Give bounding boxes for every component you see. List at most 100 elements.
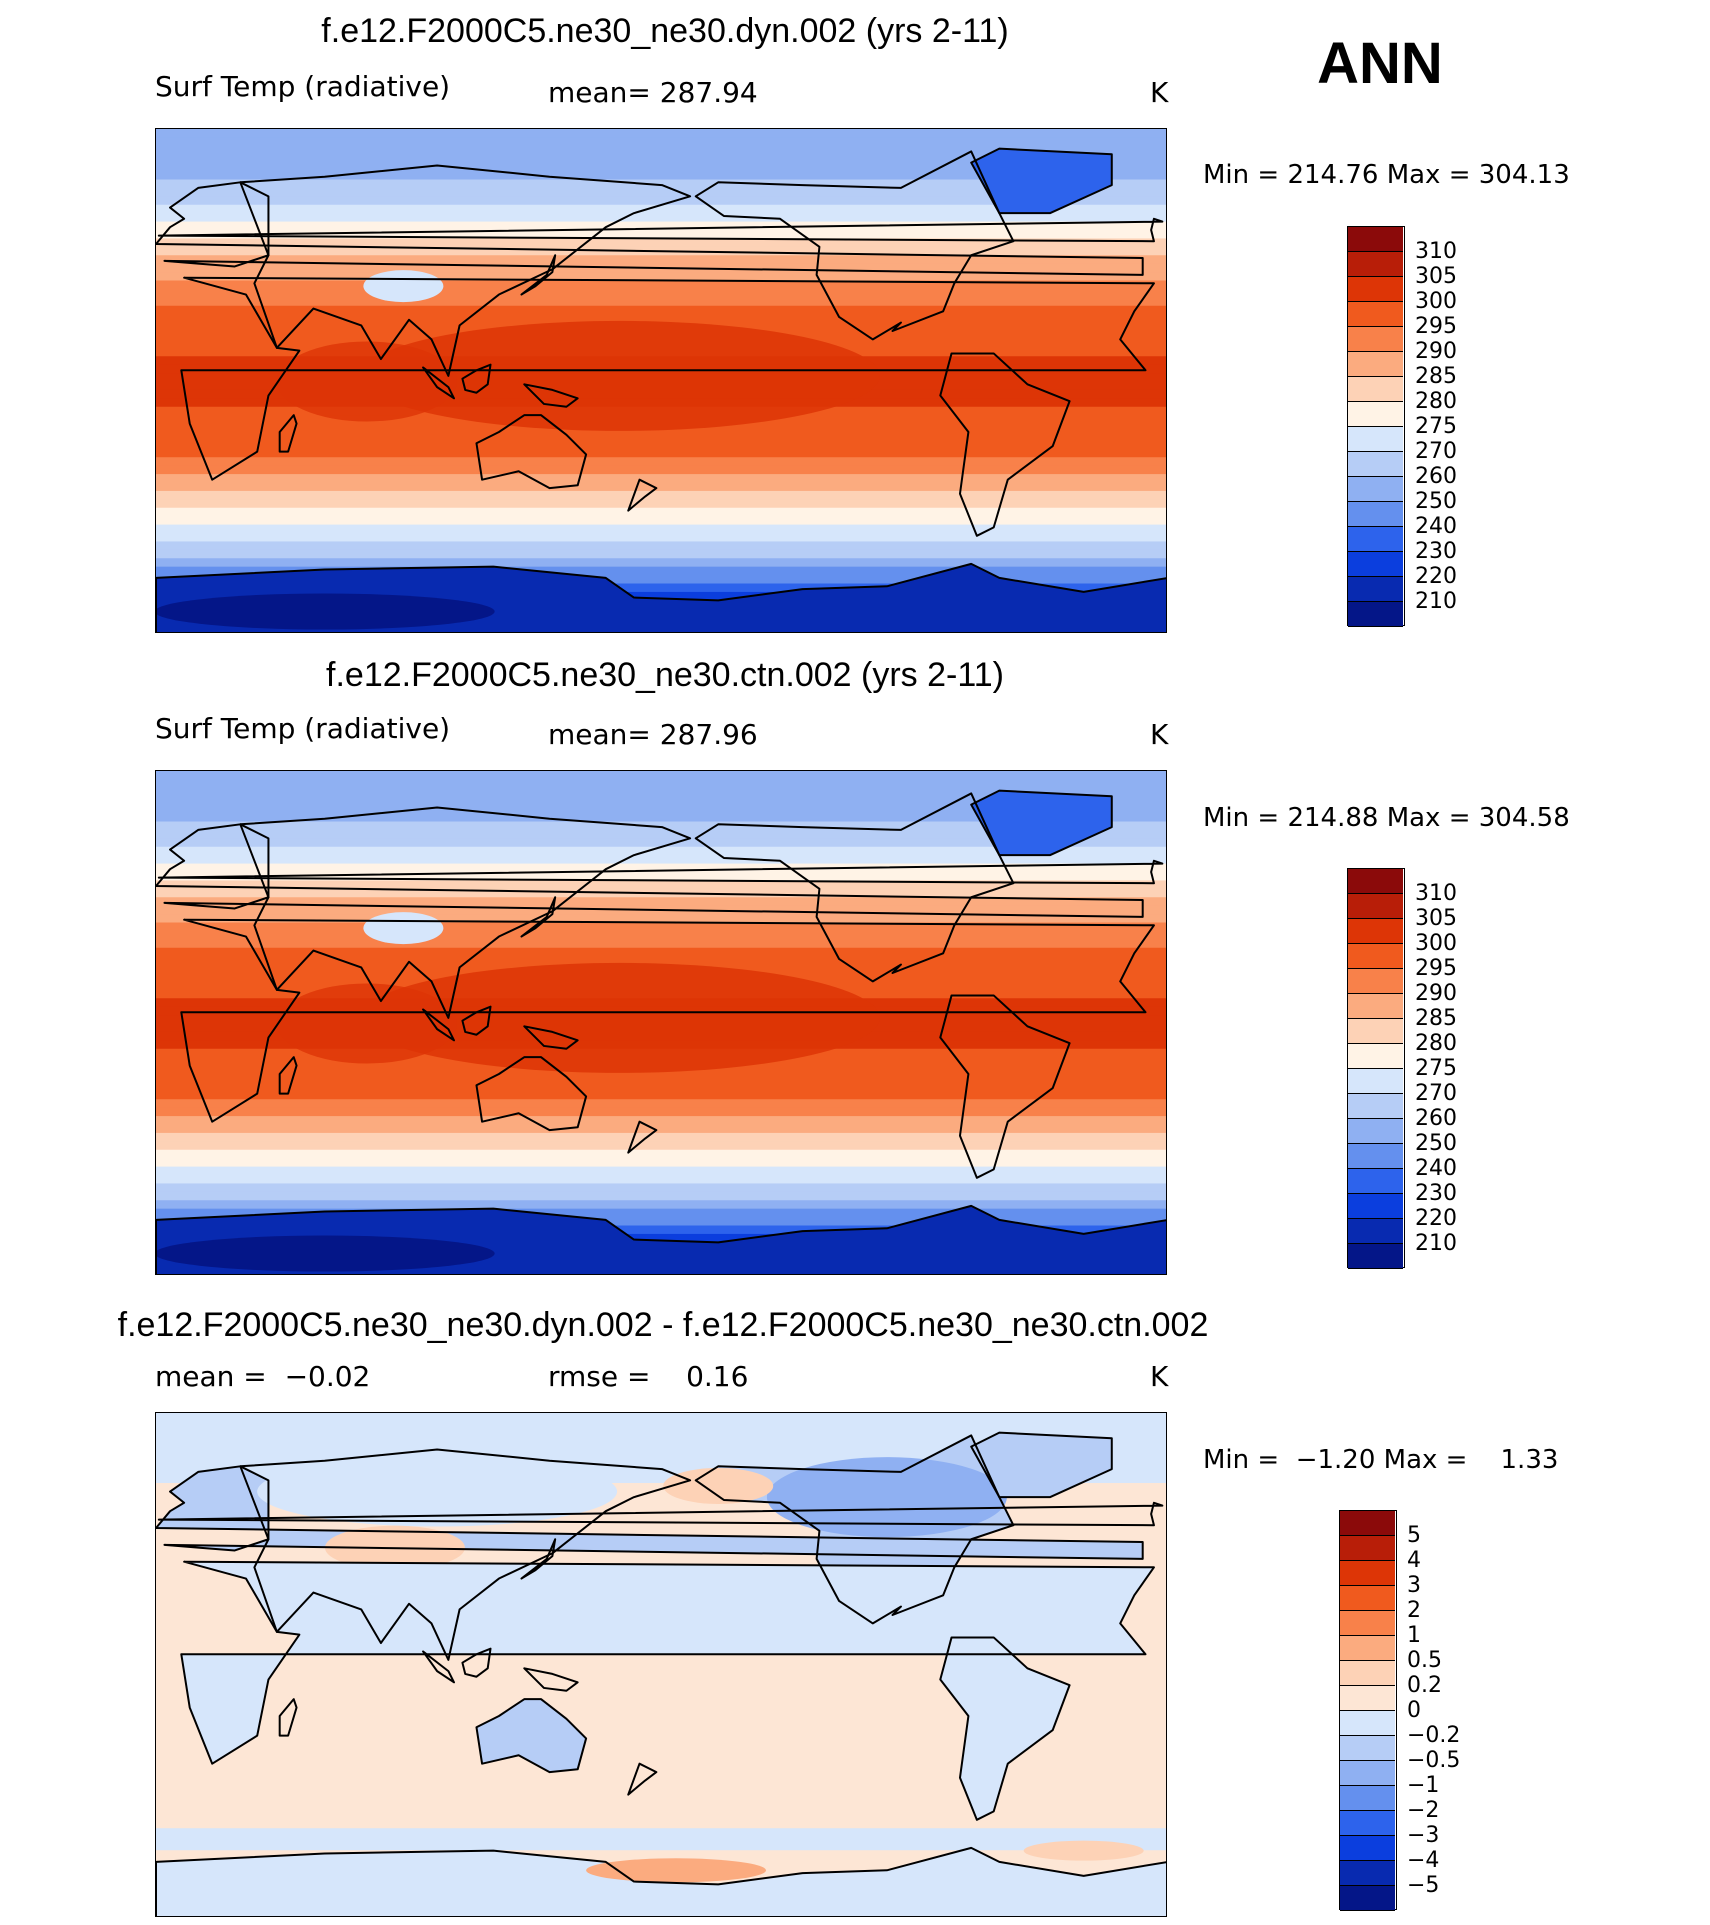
panel2-map xyxy=(155,770,1167,1275)
coastline-asia xyxy=(239,164,692,377)
colorbar-tick-label: 3 xyxy=(1407,1573,1421,1598)
temperature-band xyxy=(156,490,1166,500)
temperature-band xyxy=(156,1217,1166,1227)
colorbar-swatch xyxy=(1340,1561,1395,1586)
temperature-band xyxy=(156,771,1166,781)
indian-ocean-warm-region xyxy=(276,983,457,1064)
panel3-title: f.e12.F2000C5.ne30_ne30.dyn.002 - f.e12.… xyxy=(117,1306,1209,1344)
temperature-band xyxy=(156,288,1166,298)
colorbar-swatch xyxy=(1348,994,1403,1019)
temperature-band xyxy=(156,499,1166,509)
temperature-band xyxy=(156,280,1166,290)
temperature-band xyxy=(156,863,1166,873)
coastline-antarctica xyxy=(156,1204,1166,1274)
coastline-north_america xyxy=(694,150,1015,341)
coastline-uk xyxy=(157,217,1164,243)
colorbar-tick-label: 300 xyxy=(1415,289,1457,314)
colorbar-swatch xyxy=(1340,1786,1395,1811)
coastline-newguinea xyxy=(523,1667,579,1692)
colorbar-swatch xyxy=(1340,1736,1395,1761)
temperature-band xyxy=(156,474,1166,484)
panel1-title: f.e12.F2000C5.ne30_ne30.dyn.002 (yrs 2-1… xyxy=(321,12,1009,50)
colorbar-swatch xyxy=(1348,577,1403,602)
south-america-cool xyxy=(940,1637,1070,1820)
colorbar-swatch xyxy=(1348,477,1403,502)
colorbar-swatch xyxy=(1348,1119,1403,1144)
temperature-band xyxy=(156,238,1166,248)
temperature-band xyxy=(156,533,1166,543)
temperature-band xyxy=(156,432,1166,442)
temperature-band xyxy=(156,162,1166,172)
colorbar-tick-label: −5 xyxy=(1407,1873,1440,1898)
coastline-europe xyxy=(156,823,1144,918)
colorbar-tick-label: −4 xyxy=(1407,1848,1440,1873)
alaska-warm xyxy=(663,1467,774,1504)
temperature-band xyxy=(156,1124,1166,1134)
coastline-antarctica xyxy=(156,1846,1166,1916)
temperature-band xyxy=(156,1082,1166,1092)
coastline-madagascar xyxy=(278,414,298,453)
colorbar-tick-label: 260 xyxy=(1415,464,1457,489)
east-antarctic-plateau xyxy=(156,1235,495,1272)
greenland-cold-region xyxy=(971,148,1112,214)
colorbar-tick-label: 270 xyxy=(1415,1081,1457,1106)
colorbar-tick-label: 250 xyxy=(1415,1131,1457,1156)
coastline-madagascar xyxy=(278,1698,298,1737)
temperature-band xyxy=(156,872,1166,882)
africa-cool xyxy=(181,1561,1154,1764)
coastline-south_america xyxy=(939,994,1071,1179)
coastline-sumatra xyxy=(422,1008,455,1042)
panel2-minmax: Min = 214.88 Max = 304.58 xyxy=(1203,803,1570,833)
temperature-band xyxy=(156,1074,1166,1084)
coastline-japan xyxy=(520,1538,557,1580)
temperature-band xyxy=(156,1107,1166,1117)
colorbar-swatch xyxy=(1348,1194,1403,1219)
colorbar-swatch xyxy=(1348,552,1403,577)
temperature-band xyxy=(156,314,1166,324)
temperature-band xyxy=(156,947,1166,957)
temperature-band xyxy=(156,1132,1166,1142)
temperature-band xyxy=(156,187,1166,197)
colorbar-swatch xyxy=(1348,1219,1403,1244)
temperature-band xyxy=(156,558,1166,568)
colorbar-tick-label: 290 xyxy=(1415,339,1457,364)
colorbar-swatch xyxy=(1348,427,1403,452)
panel3-rmse: rmse = 0.16 xyxy=(548,1360,749,1393)
panel1-map xyxy=(155,128,1167,633)
colorbar-swatch xyxy=(1348,1094,1403,1119)
colorbar-tick-label: 310 xyxy=(1415,881,1457,906)
panel1-minmax: Min = 214.76 Max = 304.13 xyxy=(1203,160,1570,190)
warm-pool-region xyxy=(359,962,880,1073)
temperature-band xyxy=(156,549,1166,559)
temperature-band xyxy=(156,204,1166,214)
colorbar-swatch xyxy=(1340,1711,1395,1736)
colorbar-tick-label: 2 xyxy=(1407,1598,1421,1623)
colorbar-tick-label: 220 xyxy=(1415,564,1457,589)
panel3-minmax: Min = −1.20 Max = 1.33 xyxy=(1203,1445,1559,1475)
temperature-band xyxy=(156,305,1166,315)
temperature-band xyxy=(156,922,1166,932)
coastline-sumatra xyxy=(422,366,455,400)
temperature-band xyxy=(156,1158,1166,1168)
weddell-warm xyxy=(1023,1840,1144,1861)
colorbar-tick-label: 295 xyxy=(1415,956,1457,981)
coastline-borneo xyxy=(461,1647,492,1678)
colorbar-tick-label: −2 xyxy=(1407,1798,1440,1823)
temperature-band xyxy=(156,171,1166,181)
coastline-south_america xyxy=(939,352,1071,537)
temperature-band xyxy=(156,230,1166,240)
temperature-band xyxy=(156,524,1166,534)
coastline-australia xyxy=(475,414,588,490)
colorbar-swatch xyxy=(1348,602,1403,627)
temperature-band xyxy=(156,129,1166,139)
colorbar-tick-label: 5 xyxy=(1407,1523,1421,1548)
colorbar-tick-label: 275 xyxy=(1415,414,1457,439)
temperature-band xyxy=(156,575,1166,585)
colorbar-swatch xyxy=(1348,1169,1403,1194)
panel2-colorbar-box xyxy=(1347,868,1405,1269)
colorbar-tick-label: 1 xyxy=(1407,1623,1421,1648)
greenland-cool xyxy=(971,1432,1112,1498)
warm-pool-region xyxy=(359,320,880,431)
coastline-greenland xyxy=(970,1431,1113,1499)
panel1-colorbar-box xyxy=(1347,226,1405,627)
